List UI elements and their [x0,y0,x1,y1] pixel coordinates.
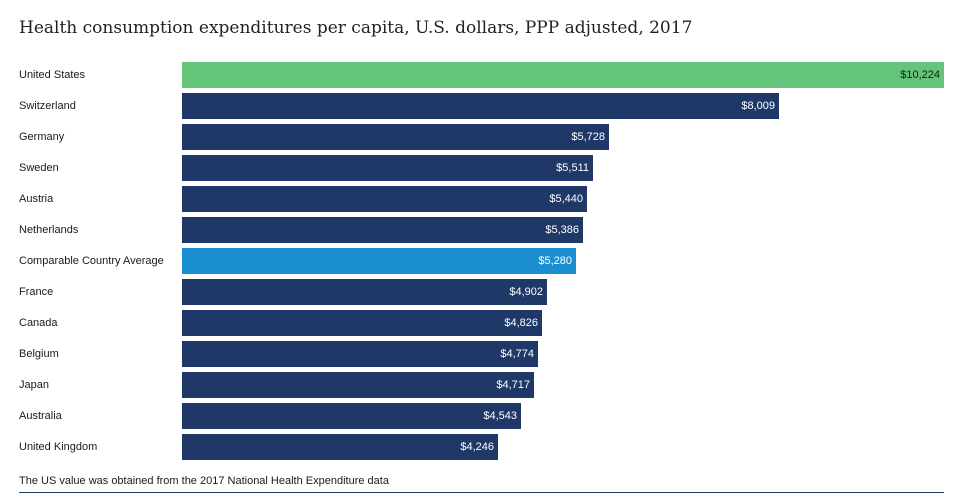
bar-value-label: $4,717 [496,379,530,391]
bar-value-label: $4,774 [500,348,534,360]
bar: $5,386 [182,217,583,243]
category-label: Switzerland [19,100,76,112]
bar-value-label: $4,902 [509,286,543,298]
category-label: United Kingdom [19,441,98,453]
bar: $5,511 [182,155,593,181]
bar: $4,246 [182,434,498,460]
bar-value-label: $5,511 [556,162,589,174]
category-label: France [19,286,54,298]
category-label: Canada [19,317,58,329]
bar: $5,440 [182,186,587,212]
category-label: Belgium [19,348,59,360]
category-label: Australia [19,410,62,422]
bar-value-label: $5,440 [549,193,583,205]
category-label: Germany [19,131,65,143]
bar: $4,826 [182,310,542,336]
bar: $8,009 [182,93,779,119]
bar-value-label: $5,280 [538,255,572,267]
bar: $5,728 [182,124,609,150]
category-label: Netherlands [19,224,79,236]
category-label: Sweden [19,162,59,174]
bar-value-label: $4,826 [504,317,538,329]
bottom-rule [19,492,944,493]
bar-value-label: $8,009 [741,100,775,112]
bar-value-label: $5,728 [571,131,605,143]
bar: $4,543 [182,403,521,429]
bar: $4,774 [182,341,538,367]
bar: $5,280 [182,248,576,274]
footnote: The US value was obtained from the 2017 … [19,475,389,487]
category-label: Japan [19,379,49,391]
category-label: Comparable Country Average [19,255,164,267]
bar-value-label: $5,386 [545,224,579,236]
chart-title: Health consumption expenditures per capi… [19,18,693,38]
bar: $4,902 [182,279,547,305]
category-label: Austria [19,193,54,205]
bar-value-label: $10,224 [900,69,940,81]
bar: $4,717 [182,372,534,398]
bar: $10,224 [182,62,944,88]
bar-value-label: $4,246 [460,441,494,453]
category-label: United States [19,69,86,81]
bar-value-label: $4,543 [483,410,517,422]
